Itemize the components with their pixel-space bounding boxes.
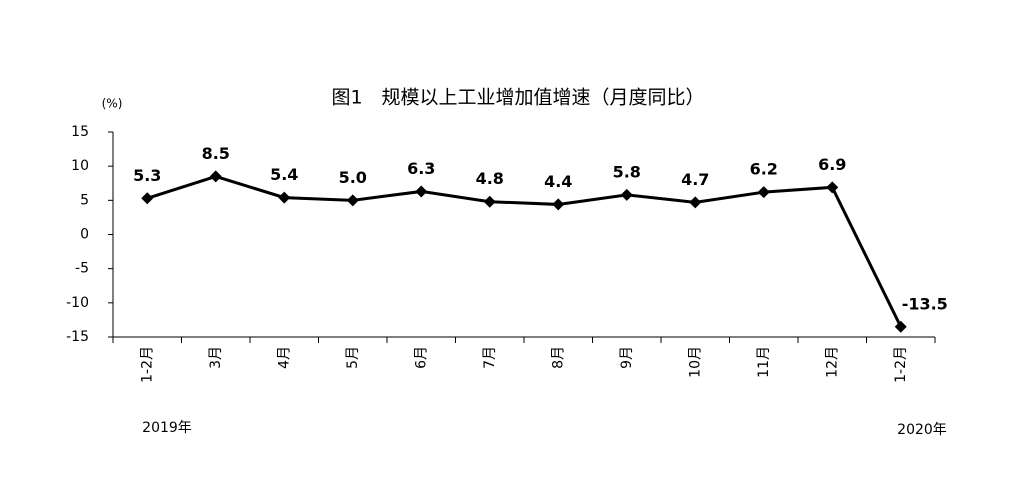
chart-title: 图1 规模以上工业增加值增速（月度同比） [331,87,704,109]
marker [346,194,359,207]
data-line [146,174,903,328]
x-tick-label: 10月 [687,346,703,378]
value-label: 6.3 [407,159,435,178]
year-label: 2019年 [142,420,192,436]
x-tick-label: 4月 [276,346,292,369]
x-tick-label: 3月 [208,346,224,369]
marker [757,186,770,199]
value-label: 4.8 [476,169,504,188]
x-tick-label: 7月 [482,346,498,369]
marker [894,320,907,333]
x-tick-label: 12月 [824,346,840,378]
value-label: 5.0 [339,168,367,187]
y-tick-label: -5 [75,261,89,277]
marker [278,191,291,204]
x-tick-label: 11月 [756,346,772,378]
y-tick-label: 5 [80,192,89,208]
value-label: 5.4 [270,165,298,184]
x-tick-label: 8月 [550,346,566,369]
y-tick-label: 10 [71,158,89,174]
marker [141,192,154,205]
value-label: 5.3 [133,166,161,185]
marker [620,188,633,201]
x-tick-label: 1-2月 [139,346,155,383]
value-label: 6.2 [750,160,778,179]
x-tick-label: 1-2月 [893,346,909,383]
value-label: 8.5 [202,144,230,163]
marker [689,196,702,209]
y-tick-label: -15 [66,329,89,345]
y-tick-label: 15 [71,124,89,140]
y-unit: (%) [102,97,123,111]
value-label: 4.7 [681,170,709,189]
x-tick-label: 9月 [619,346,635,369]
marker [552,198,565,211]
x-tick-label: 5月 [345,346,361,369]
y-tick-label: -10 [66,295,89,311]
marker [483,195,496,208]
value-label: 5.8 [613,162,641,181]
value-label: -13.5 [902,294,948,313]
year-label: 2020年 [897,422,947,438]
marker [415,185,428,198]
marker [209,170,222,183]
value-label: 6.9 [818,155,846,174]
x-tick-label: 6月 [413,346,429,369]
marker [826,181,839,194]
y-tick-label: 0 [80,227,89,243]
value-label: 4.4 [544,172,572,191]
